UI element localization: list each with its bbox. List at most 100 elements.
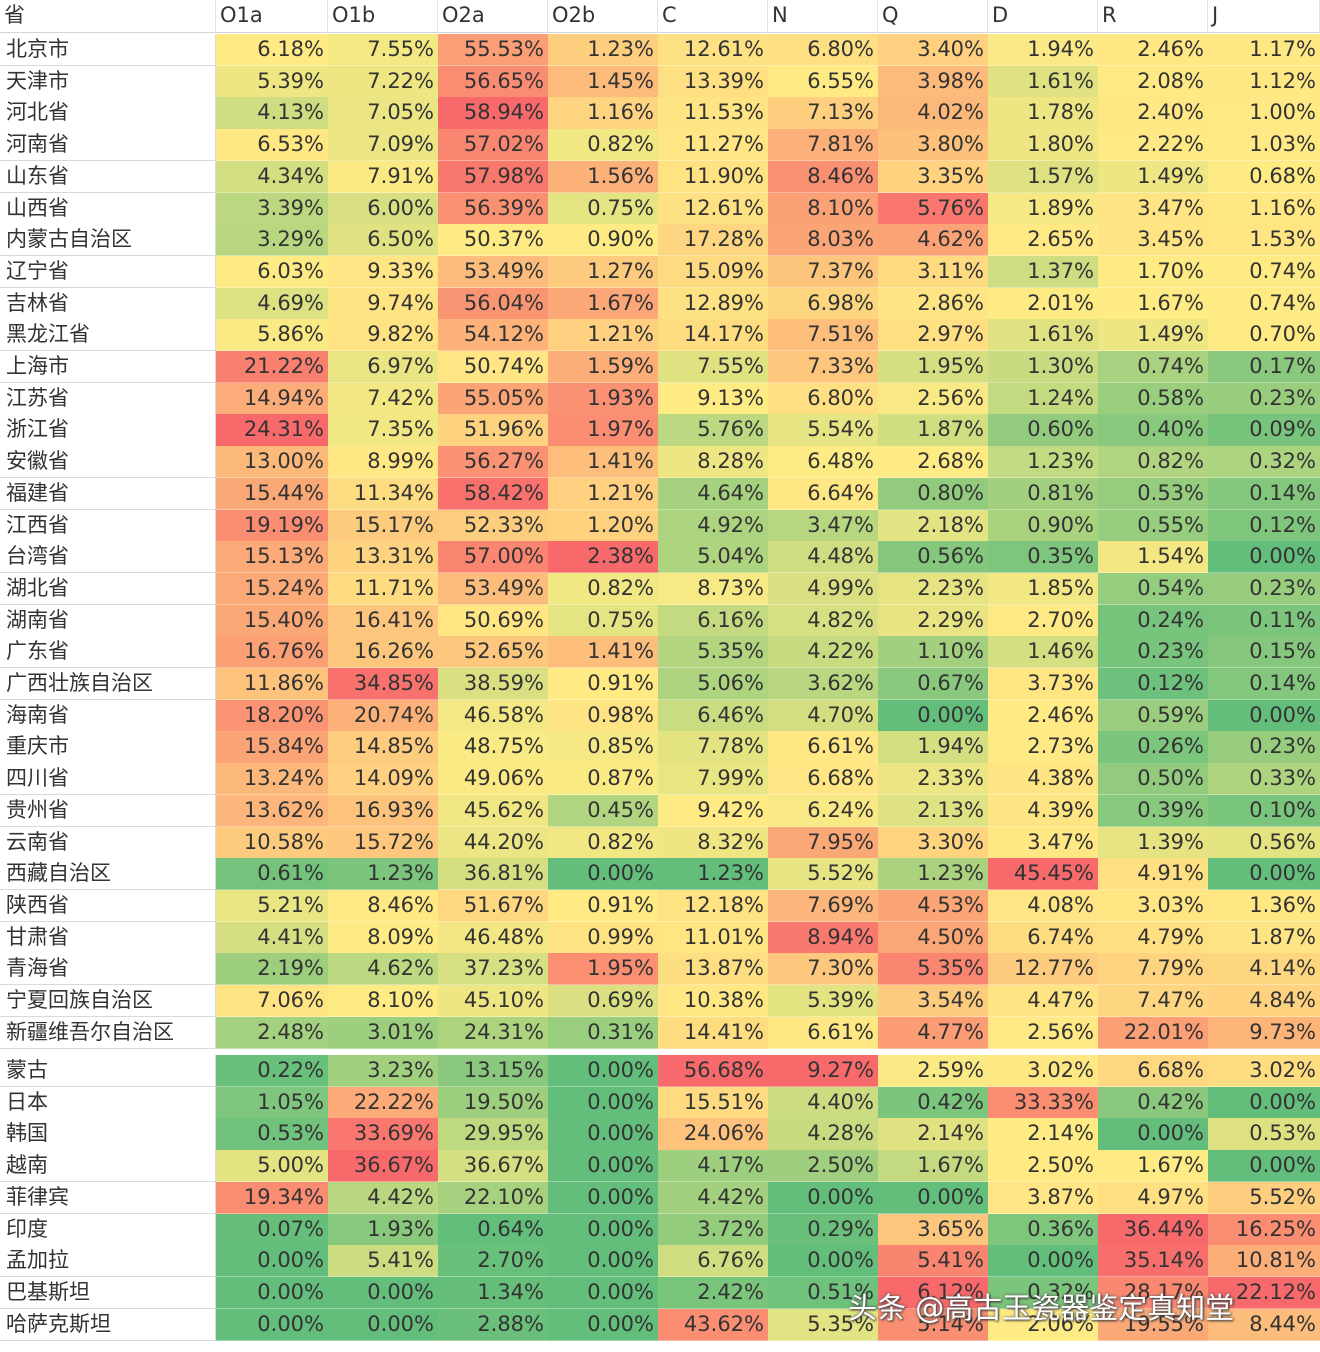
heat-cell: 1.12%	[1208, 65, 1320, 98]
heat-cell: 57.98%	[438, 160, 548, 193]
heat-cell: 16.93%	[328, 794, 438, 827]
heat-cell: 10.38%	[658, 985, 768, 1018]
heat-cell: 4.42%	[658, 1181, 768, 1214]
heat-cell: 1.80%	[988, 129, 1098, 162]
heat-cell: 0.00%	[216, 1245, 328, 1278]
heat-cell: 0.75%	[548, 192, 658, 225]
heat-cell: 1.89%	[988, 192, 1098, 225]
heat-cell: 8.94%	[768, 921, 878, 954]
row-label: 湖南省	[0, 604, 216, 637]
heat-cell: 7.51%	[768, 319, 878, 352]
heat-cell: 15.24%	[216, 572, 328, 606]
heat-cell: 7.78%	[658, 731, 768, 764]
heat-cell: 33.33%	[988, 1086, 1098, 1119]
row-label: 河南省	[0, 129, 216, 162]
heat-cell: 1.57%	[988, 160, 1098, 193]
heat-cell: 3.80%	[878, 129, 988, 162]
heat-cell: 7.05%	[328, 97, 438, 130]
heat-cell: 13.39%	[658, 65, 768, 98]
heat-cell: 1.23%	[988, 446, 1098, 479]
heat-cell: 0.12%	[1098, 668, 1208, 701]
heat-cell: 0.00%	[1098, 1118, 1208, 1151]
heat-cell: 6.80%	[768, 34, 878, 67]
heat-cell: 6.53%	[216, 129, 328, 162]
heat-cell: 0.56%	[878, 541, 988, 574]
heat-cell: 0.17%	[1208, 351, 1320, 384]
heat-cell: 8.46%	[768, 160, 878, 193]
heat-cell: 51.67%	[438, 889, 548, 923]
heat-cell: 0.99%	[548, 921, 658, 954]
heat-cell: 56.27%	[438, 446, 548, 479]
heat-cell: 6.55%	[768, 65, 878, 98]
heat-cell: 6.12%	[878, 1276, 988, 1310]
heat-cell: 0.14%	[1208, 477, 1320, 510]
heat-cell: 2.48%	[216, 1016, 328, 1049]
heat-cell: 1.23%	[548, 34, 658, 67]
heat-cell: 2.97%	[878, 319, 988, 352]
heat-cell: 55.53%	[438, 34, 548, 67]
heat-cell: 3.39%	[216, 192, 328, 225]
heat-cell: 9.13%	[658, 382, 768, 415]
heat-cell: 1.67%	[1098, 1150, 1208, 1183]
heat-cell: 11.86%	[216, 668, 328, 701]
heat-cell: 46.48%	[438, 921, 548, 954]
heat-cell: 1.41%	[548, 446, 658, 479]
heat-cell: 1.16%	[1208, 192, 1320, 225]
heat-cell: 0.00%	[548, 1181, 658, 1214]
heat-cell: 14.41%	[658, 1016, 768, 1049]
heat-cell: 15.44%	[216, 477, 328, 510]
heat-cell: 16.26%	[328, 636, 438, 669]
heat-cell: 1.21%	[548, 477, 658, 510]
heat-cell: 58.42%	[438, 477, 548, 510]
heat-cell: 0.00%	[1208, 541, 1320, 574]
heat-cell: 1.53%	[1208, 224, 1320, 257]
row-label: 上海市	[0, 351, 216, 384]
heat-cell: 18.20%	[216, 699, 328, 732]
heat-cell: 24.31%	[216, 414, 328, 447]
heat-cell: 4.40%	[768, 1086, 878, 1119]
heat-cell: 2.73%	[988, 731, 1098, 764]
heat-cell: 0.00%	[548, 1308, 658, 1341]
heat-cell: 0.68%	[1208, 160, 1320, 193]
heat-cell: 54.12%	[438, 319, 548, 352]
heat-cell: 0.67%	[878, 668, 988, 701]
heat-cell: 0.00%	[878, 699, 988, 732]
heat-cell: 1.93%	[328, 1213, 438, 1246]
heat-cell: 6.76%	[658, 1245, 768, 1278]
heat-cell: 52.33%	[438, 509, 548, 542]
heat-cell: 3.01%	[328, 1016, 438, 1049]
heat-cell: 1.87%	[878, 414, 988, 447]
row-label: 韩国	[0, 1118, 216, 1151]
heat-cell: 6.16%	[658, 604, 768, 637]
heat-cell: 0.50%	[1098, 763, 1208, 796]
heat-cell: 7.37%	[768, 255, 878, 289]
heat-cell: 4.28%	[768, 1118, 878, 1151]
heat-cell: 13.62%	[216, 794, 328, 827]
heat-cell: 4.91%	[1098, 858, 1208, 891]
heat-cell: 4.42%	[328, 1181, 438, 1214]
heat-cell: 9.27%	[768, 1055, 878, 1088]
heat-cell: 1.94%	[878, 731, 988, 764]
heat-cell: 16.25%	[1208, 1213, 1320, 1246]
heat-cell: 56.65%	[438, 65, 548, 98]
heat-cell: 14.09%	[328, 763, 438, 796]
heat-cell: 6.46%	[658, 699, 768, 732]
heat-cell: 2.22%	[1098, 129, 1208, 162]
column-header: 省	[0, 0, 216, 33]
heat-cell: 11.53%	[658, 97, 768, 130]
heat-cell: 0.00%	[548, 1150, 658, 1183]
heat-cell: 0.00%	[988, 1245, 1098, 1278]
heat-cell: 0.40%	[1098, 414, 1208, 447]
heat-cell: 0.23%	[1208, 572, 1320, 606]
heat-cell: 3.98%	[878, 65, 988, 98]
heat-cell: 56.39%	[438, 192, 548, 225]
heat-cell: 1.37%	[988, 255, 1098, 289]
heat-cell: 13.24%	[216, 763, 328, 796]
heat-cell: 0.53%	[216, 1118, 328, 1151]
heat-cell: 2.70%	[988, 604, 1098, 637]
row-label: 西藏自治区	[0, 858, 216, 891]
row-label: 陕西省	[0, 889, 216, 923]
heat-cell: 4.39%	[988, 794, 1098, 827]
heat-cell: 2.68%	[878, 446, 988, 479]
heat-cell: 22.01%	[1098, 1016, 1208, 1049]
